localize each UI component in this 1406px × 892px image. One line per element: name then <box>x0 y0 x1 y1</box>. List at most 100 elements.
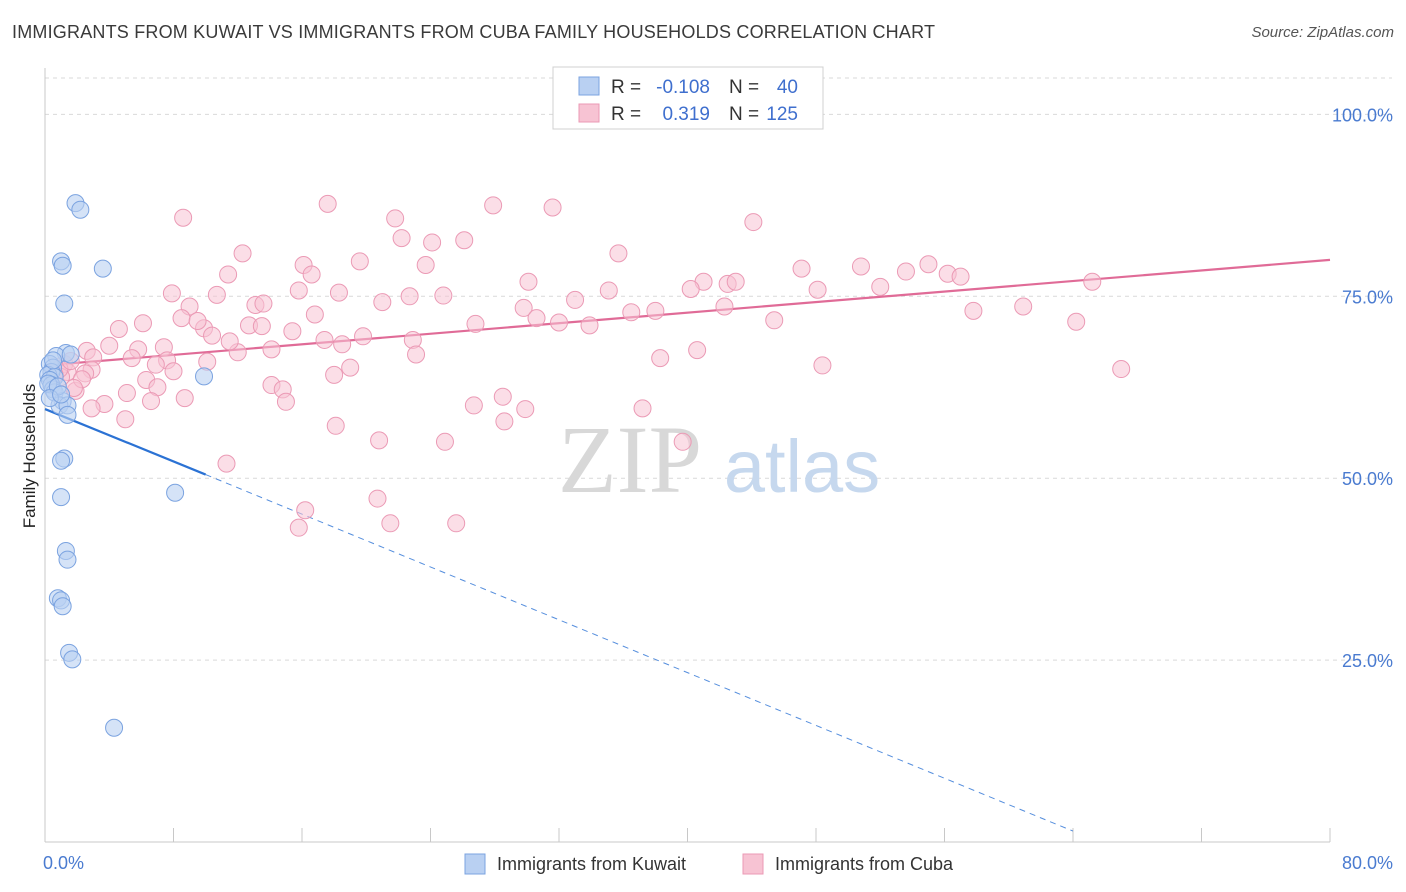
point-cuba <box>851 257 870 276</box>
data-points <box>39 194 1131 737</box>
point-cuba <box>447 514 466 533</box>
point-cuba <box>175 389 194 408</box>
point-cuba <box>276 392 295 411</box>
point-cuba <box>233 244 252 263</box>
point-cuba <box>283 322 302 341</box>
point-kuwait <box>71 200 90 219</box>
y-tick-label: 100.0% <box>1332 105 1393 125</box>
point-cuba <box>896 262 915 281</box>
point-kuwait <box>52 385 71 404</box>
point-cuba <box>495 412 514 431</box>
bottom-legend-swatch-cuba <box>742 853 764 875</box>
point-cuba <box>403 330 422 349</box>
point-cuba <box>792 259 811 278</box>
point-kuwait <box>61 345 80 364</box>
watermark: ZIP atlas <box>558 406 880 513</box>
point-kuwait <box>166 483 185 502</box>
point-cuba <box>651 349 670 368</box>
point-cuba <box>646 301 665 320</box>
point-cuba <box>117 384 136 403</box>
point-cuba <box>368 489 387 508</box>
point-cuba <box>174 208 193 227</box>
point-cuba <box>580 316 599 335</box>
y-tick-labels: 25.0% 50.0% 75.0% 100.0% <box>1332 105 1393 671</box>
point-cuba <box>386 209 405 228</box>
point-cuba <box>1083 272 1102 291</box>
point-cuba <box>744 213 763 232</box>
point-cuba <box>116 410 135 429</box>
legend-swatch-cuba <box>578 103 600 123</box>
y-tick-label: 25.0% <box>1342 651 1393 671</box>
point-cuba <box>550 313 568 332</box>
point-cuba <box>289 281 308 300</box>
point-kuwait <box>105 718 124 737</box>
point-cuba <box>188 312 207 331</box>
point-cuba <box>919 255 938 274</box>
point-cuba <box>493 387 512 406</box>
point-cuba <box>350 252 369 271</box>
point-kuwait <box>53 597 72 616</box>
legend-r-value-kuwait: -0.108 <box>656 77 710 98</box>
point-kuwait <box>63 650 82 669</box>
y-tick-label: 50.0% <box>1342 469 1393 489</box>
source-credit: Source: ZipAtlas.com <box>1251 24 1394 41</box>
point-cuba <box>715 297 734 316</box>
point-cuba <box>207 285 226 304</box>
point-cuba <box>252 317 271 336</box>
point-cuba <box>289 518 308 537</box>
point-cuba <box>808 280 827 299</box>
point-cuba <box>172 309 191 328</box>
point-kuwait <box>44 351 63 370</box>
point-cuba <box>765 311 784 330</box>
point-cuba <box>434 286 453 305</box>
point-cuba <box>296 501 315 520</box>
point-cuba <box>1112 360 1131 379</box>
point-cuba <box>305 305 324 324</box>
point-cuba <box>325 365 344 384</box>
point-cuba <box>220 332 239 351</box>
watermark-zip: ZIP <box>558 406 702 513</box>
x-tick-label-max: 80.0% <box>1342 853 1393 873</box>
point-cuba <box>416 255 435 274</box>
y-axis-label: Family Households <box>20 384 39 529</box>
legend-n-label: N = <box>729 104 759 125</box>
point-cuba <box>455 231 474 250</box>
trendline-cuba <box>44 258 1331 367</box>
point-cuba <box>464 396 483 415</box>
stats-legend: R = -0.108 N = 40 R = 0.319 N = 125 <box>552 66 824 130</box>
point-cuba <box>198 352 217 371</box>
point-cuba <box>466 314 485 333</box>
axes <box>44 68 1331 843</box>
point-cuba <box>329 283 348 302</box>
point-kuwait <box>52 488 71 507</box>
point-cuba <box>133 314 152 333</box>
point-cuba <box>82 399 101 418</box>
point-cuba <box>217 454 236 473</box>
trendline-kuwait-extrapolated <box>205 474 1074 832</box>
gridlines <box>45 77 1392 661</box>
point-cuba <box>681 280 700 299</box>
point-cuba <box>566 290 585 309</box>
point-cuba <box>142 392 161 411</box>
point-cuba <box>871 277 890 296</box>
bottom-legend-label-cuba: Immigrants from Cuba <box>775 854 954 874</box>
point-cuba <box>354 327 373 346</box>
legend-r-value-cuba: 0.319 <box>662 104 710 125</box>
point-cuba <box>519 272 538 291</box>
point-cuba <box>407 345 426 364</box>
point-cuba <box>609 244 628 263</box>
point-kuwait <box>93 259 112 278</box>
point-cuba <box>315 330 334 349</box>
point-cuba <box>514 298 533 317</box>
legend-r-label: R = <box>611 77 641 98</box>
point-cuba <box>813 356 832 375</box>
point-cuba <box>527 309 546 328</box>
point-cuba <box>162 284 181 303</box>
point-cuba <box>599 281 618 300</box>
point-cuba <box>726 272 745 291</box>
point-cuba <box>400 287 419 306</box>
legend-swatch-kuwait <box>578 76 600 96</box>
point-cuba <box>392 229 411 248</box>
point-cuba <box>951 267 970 286</box>
